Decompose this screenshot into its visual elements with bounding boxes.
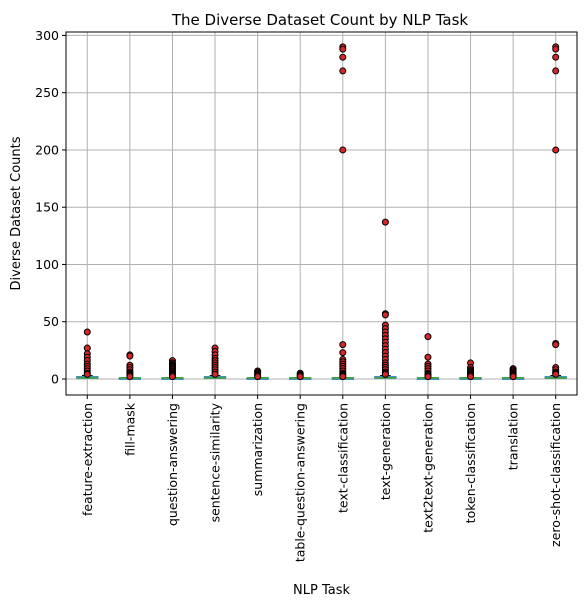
x-tick-label: text-generation — [378, 403, 393, 500]
outlier-point — [254, 373, 262, 381]
x-tick-label: table-question-answering — [293, 403, 308, 562]
x-tick-label: question-answering — [165, 403, 180, 526]
x-tick-label: fill-mask — [122, 402, 137, 456]
y-axis-label: Diverse Dataset Counts — [9, 136, 24, 290]
outlier-point — [381, 218, 389, 226]
outlier-point — [552, 341, 560, 349]
x-tick-label: text2text-generation — [420, 403, 435, 533]
outlier-point — [83, 344, 91, 352]
axes: 0 50 100 150 200 250 300 feature-extraction fill… — [35, 28, 563, 562]
y-tick-label: 250 — [35, 85, 59, 100]
outlier-point — [339, 349, 347, 357]
x-tick-label: zero-shot-classification — [548, 403, 563, 547]
outlier-point — [339, 341, 347, 349]
x-tick-label: token-classification — [463, 403, 478, 523]
outlier-point — [339, 67, 347, 75]
outlier-point — [381, 311, 389, 319]
outlier-point — [211, 370, 219, 378]
outlier-point — [339, 146, 347, 154]
outlier-point — [339, 45, 347, 53]
y-tick-label: 200 — [35, 142, 59, 157]
outlier-point — [339, 373, 347, 381]
outlier-point — [83, 370, 91, 378]
outlier-point — [552, 53, 560, 61]
outlier-point — [339, 53, 347, 61]
outlier-point — [381, 370, 389, 378]
outlier-point — [424, 373, 432, 381]
y-tick-label: 50 — [43, 314, 59, 329]
outlier-point — [552, 67, 560, 75]
box-plot-marks — [76, 43, 567, 381]
x-tick-label: text-classification — [335, 403, 350, 513]
chart-title: The Diverse Dataset Count by NLP Task — [171, 11, 469, 29]
x-tick-label: translation — [506, 403, 521, 470]
outlier-point — [467, 373, 475, 381]
y-tick-label: 150 — [35, 200, 59, 215]
outlier-point — [168, 373, 176, 381]
outlier-point — [552, 146, 560, 154]
x-axis-label: NLP Task — [293, 583, 350, 598]
plot-area-frame — [65, 31, 578, 396]
grid-lines — [66, 32, 577, 395]
outlier-point — [126, 373, 134, 381]
outlier-point — [296, 373, 304, 381]
outlier-point — [424, 333, 432, 341]
y-tick-label: 0 — [51, 371, 59, 386]
y-tick-label: 300 — [35, 28, 59, 43]
outlier-point — [424, 353, 432, 361]
x-tick-label: summarization — [250, 403, 265, 496]
outlier-point — [552, 45, 560, 53]
x-tick-label: sentence-similarity — [208, 402, 223, 522]
y-tick-label: 100 — [35, 257, 59, 272]
outlier-point — [83, 328, 91, 336]
outlier-point — [552, 370, 560, 378]
outlier-point — [126, 352, 134, 360]
x-tick-label: feature-extraction — [80, 403, 95, 516]
outlier-point — [509, 373, 517, 381]
